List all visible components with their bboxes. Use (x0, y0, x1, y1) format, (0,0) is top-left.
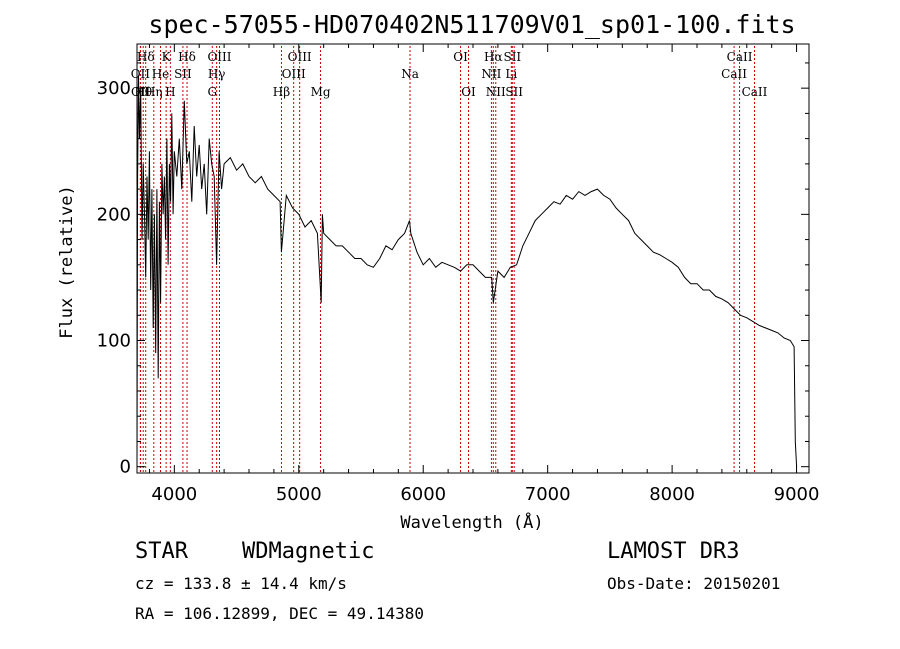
line-label-23: Li (505, 67, 517, 81)
line-label-5: He (152, 67, 170, 81)
line-labels: OIIOIIHθHηHδHeKHSIIHδGHγOIIIHβOIIIOIIIMg… (131, 50, 768, 99)
line-label-13: Hβ (273, 85, 290, 99)
x-tick-label-0: 4000 (151, 484, 197, 505)
line-label-12: OIII (207, 50, 231, 64)
line-label-24: SII (503, 50, 521, 64)
line-label-16: Mg (311, 85, 331, 99)
y-tick-label-2: 200 (97, 204, 131, 225)
x-axis-label: Wavelength (Å) (400, 511, 543, 533)
line-label-3: Hη (145, 85, 163, 99)
line-label-4: Hδ (137, 50, 155, 64)
line-label-26: CaII (721, 67, 747, 81)
ra-dec: RA = 106.12899, DEC = 49.14380 (135, 604, 424, 623)
line-label-7: H (165, 85, 175, 99)
y-tick-label-0: 0 (120, 457, 131, 478)
line-label-19: OI (461, 85, 476, 99)
line-label-22: NII (486, 85, 506, 99)
x-tick-label-4: 8000 (649, 484, 695, 505)
spectrum-series-line (136, 75, 798, 467)
plot-frame (136, 43, 810, 474)
line-label-25: SII (505, 85, 523, 99)
x-axis-ticks: 4000 5000 6000 7000 8000 9000 (148, 44, 820, 505)
line-label-15: OIII (288, 50, 312, 64)
line-label-8: SII (174, 67, 192, 81)
line-label-17: Na (401, 67, 419, 81)
line-label-6: K (162, 50, 172, 64)
line-markers (139, 46, 755, 473)
line-label-9: Hδ (178, 50, 196, 64)
line-label-20: NII (481, 67, 501, 81)
y-axis-label: Flux (relative) (57, 185, 77, 339)
line-label-28: CaII (742, 85, 768, 99)
x-tick-label-5: 9000 (774, 484, 820, 505)
x-tick-label-3: 7000 (525, 484, 571, 505)
y-axis-ticks: 0 100 200 300 (97, 62, 809, 478)
survey-name: LAMOST DR3 (607, 539, 739, 564)
y-tick-label-1: 100 (97, 331, 131, 352)
line-label-21: Hα (484, 50, 503, 64)
redshift-cz: cz = 133.8 ± 14.4 km/s (135, 574, 347, 593)
line-label-10: G (207, 85, 217, 99)
chart-title: spec-57055-HD070402N511709V01_sp01-100.f… (148, 10, 795, 39)
line-label-18: OI (453, 50, 468, 64)
observation-date: Obs-Date: 20150201 (607, 574, 780, 593)
object-subclass: WDMagnetic (242, 539, 374, 564)
line-label-14: OIII (282, 67, 306, 81)
line-label-11: Hγ (208, 67, 226, 81)
object-type: STAR (135, 539, 189, 564)
x-tick-label-1: 5000 (276, 484, 322, 505)
line-label-0: OII (131, 67, 151, 81)
x-tick-label-2: 6000 (400, 484, 446, 505)
line-label-27: CaII (727, 50, 753, 64)
y-tick-label-3: 300 (97, 78, 131, 99)
